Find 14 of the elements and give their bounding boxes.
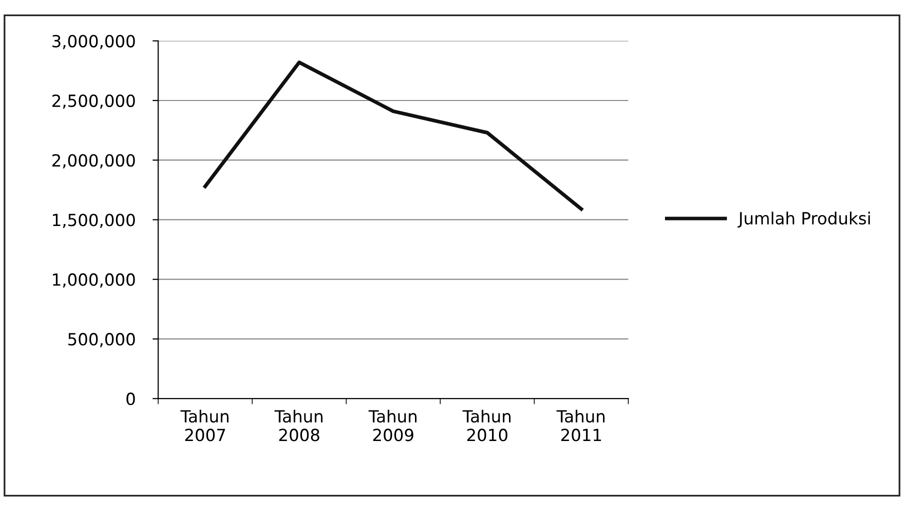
legend-label: Jumlah Produksi <box>738 212 870 228</box>
y-tick-label: 1,500,000 <box>52 214 135 228</box>
y-tick-label: 0 <box>126 392 135 406</box>
x-tick-label: Tahun 2010 <box>462 410 511 442</box>
line-series <box>203 60 584 211</box>
x-tick-label: Tahun 2008 <box>274 410 322 442</box>
x-tick-label: Tahun 2007 <box>180 410 228 442</box>
y-tick-label: 2,000,000 <box>52 154 135 168</box>
y-tick-label: 2,500,000 <box>52 94 135 109</box>
x-tick-label: Tahun 2011 <box>556 410 605 442</box>
y-tick-label: 3,000,000 <box>52 34 135 50</box>
x-tick-label: Tahun 2009 <box>368 410 416 442</box>
y-tick-label: 1,000,000 <box>52 273 135 288</box>
y-tick-label: 500,000 <box>68 332 135 348</box>
